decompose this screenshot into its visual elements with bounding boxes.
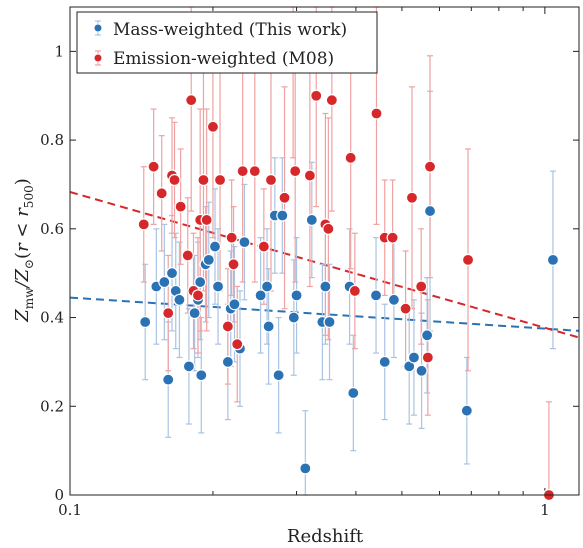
data-point-mass <box>254 289 267 302</box>
data-point-emission <box>289 165 302 178</box>
data-point-emission <box>213 173 227 187</box>
data-point-emission <box>225 231 238 244</box>
data-point-mass <box>162 373 175 386</box>
legend-marker-mass <box>93 23 103 33</box>
data-point-emission <box>147 160 160 173</box>
plot-frame <box>69 6 580 496</box>
data-point-emission <box>399 302 412 315</box>
data-point-mass <box>415 364 428 377</box>
data-point-emission <box>197 173 210 187</box>
data-point-emission <box>248 165 261 178</box>
y-tick-label: 0.2 <box>40 397 64 415</box>
data-point-mass <box>158 275 171 289</box>
data-point-mass <box>347 386 360 400</box>
data-point-emission <box>227 258 240 271</box>
data-point-emission <box>206 120 220 133</box>
data-point-mass <box>407 351 421 364</box>
trend-line <box>69 296 580 332</box>
legend-box <box>76 11 378 74</box>
data-points <box>137 40 560 502</box>
y-tick-label: 0 <box>54 486 64 504</box>
data-point-mass <box>260 280 274 293</box>
data-point-emission <box>370 107 383 120</box>
data-point-emission <box>386 231 399 244</box>
data-point-mass <box>287 311 300 324</box>
y-tick-label: 1 <box>54 42 64 60</box>
data-point-emission <box>236 165 249 178</box>
data-point-mass <box>387 293 401 306</box>
data-point-mass <box>202 253 215 266</box>
legend-label-mass: Mass-weighted (This work) <box>113 20 347 40</box>
data-point-emission <box>181 249 194 262</box>
data-point-emission <box>137 218 150 231</box>
data-point-emission <box>325 94 338 107</box>
data-point-emission <box>162 307 175 320</box>
data-point-mass <box>460 404 473 417</box>
data-point-mass <box>305 213 318 227</box>
data-point-mass <box>262 320 275 333</box>
data-point-emission <box>264 173 278 187</box>
data-point-mass <box>188 307 201 320</box>
data-point-mass <box>276 209 289 222</box>
data-point-mass <box>378 355 391 369</box>
x-tick-label: 1 <box>540 501 550 519</box>
data-point-mass <box>238 236 251 249</box>
x-axis-label: Redshift <box>287 526 364 547</box>
x-tick-label: 0.1 <box>58 501 82 519</box>
data-point-emission <box>191 289 205 302</box>
data-point-emission <box>257 240 270 253</box>
y-tick-label: 0.8 <box>40 131 64 149</box>
data-point-mass <box>194 275 207 289</box>
data-point-emission <box>231 338 244 351</box>
data-point-emission <box>185 94 198 107</box>
data-point-emission <box>322 222 335 235</box>
data-point-emission <box>348 284 361 298</box>
data-point-emission <box>461 253 475 266</box>
data-point-emission <box>200 213 213 227</box>
data-point-mass <box>211 280 225 293</box>
data-point-emission <box>168 173 181 187</box>
data-point-mass <box>228 298 241 311</box>
data-point-emission <box>344 151 357 164</box>
data-point-mass <box>423 204 437 218</box>
data-point-emission <box>155 187 168 200</box>
data-point-emission <box>423 160 437 173</box>
legend-marker-emission <box>93 53 103 63</box>
data-point-emission <box>310 89 323 102</box>
data-point-emission <box>405 191 419 204</box>
data-point-mass <box>323 315 336 329</box>
data-point-emission <box>278 191 291 204</box>
data-point-mass <box>195 369 208 382</box>
data-point-mass <box>173 293 186 306</box>
y-tick-labels: 0 0.2 0.4 0.6 0.8 1 <box>40 42 64 504</box>
data-point-mass <box>319 280 332 293</box>
data-point-mass <box>139 315 152 329</box>
data-point-emission <box>303 169 316 182</box>
data-point-emission <box>174 200 187 213</box>
data-point-emission <box>221 320 234 333</box>
y-tick-label: 0.6 <box>40 220 64 238</box>
data-point-emission <box>415 280 428 293</box>
data-point-mass <box>182 360 196 373</box>
data-point-mass <box>421 329 434 342</box>
data-point-mass <box>165 267 179 280</box>
legend-label-emission: Emission-weighted (M08) <box>113 49 334 69</box>
data-point-mass <box>208 240 222 253</box>
data-point-mass <box>369 289 383 302</box>
legend: Mass-weighted (This work) Emission-weigh… <box>76 11 378 74</box>
data-point-mass <box>272 369 285 382</box>
data-point-mass <box>546 253 560 266</box>
data-point-mass <box>299 462 312 475</box>
x-tick-labels: 0.1 1 <box>58 501 550 519</box>
y-tick-label: 0.4 <box>40 309 64 327</box>
data-point-emission <box>421 351 434 364</box>
data-point-mass <box>290 289 303 302</box>
data-point-mass <box>221 355 234 369</box>
